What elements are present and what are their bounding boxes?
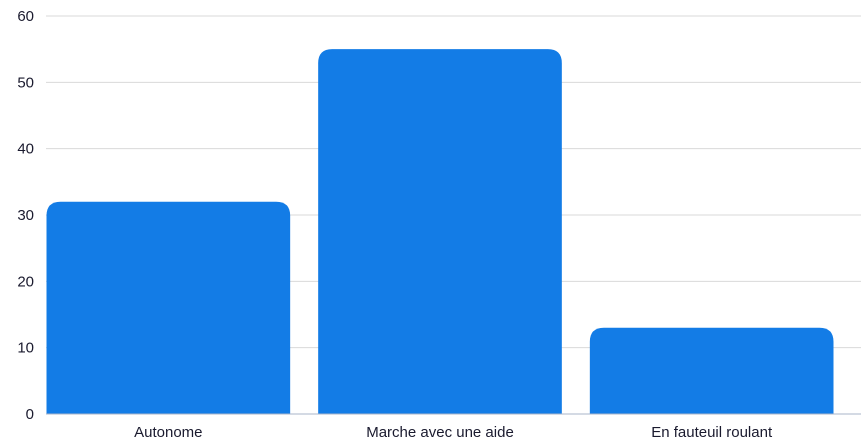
y-tick-label: 0 xyxy=(26,406,34,423)
y-tick-label: 50 xyxy=(17,74,34,91)
y-tick-label: 10 xyxy=(17,340,34,357)
bar xyxy=(589,327,834,414)
y-tick-label: 20 xyxy=(17,273,34,290)
y-tick-label: 60 xyxy=(17,8,34,25)
y-tick-label: 30 xyxy=(17,207,34,224)
x-tick-label: En fauteuil roulant xyxy=(651,424,773,440)
bar xyxy=(318,49,562,415)
x-tick-label: Marche avec une aide xyxy=(366,424,514,440)
y-tick-label: 40 xyxy=(17,141,34,158)
bar xyxy=(46,201,291,414)
x-tick-label: Autonome xyxy=(134,424,202,440)
